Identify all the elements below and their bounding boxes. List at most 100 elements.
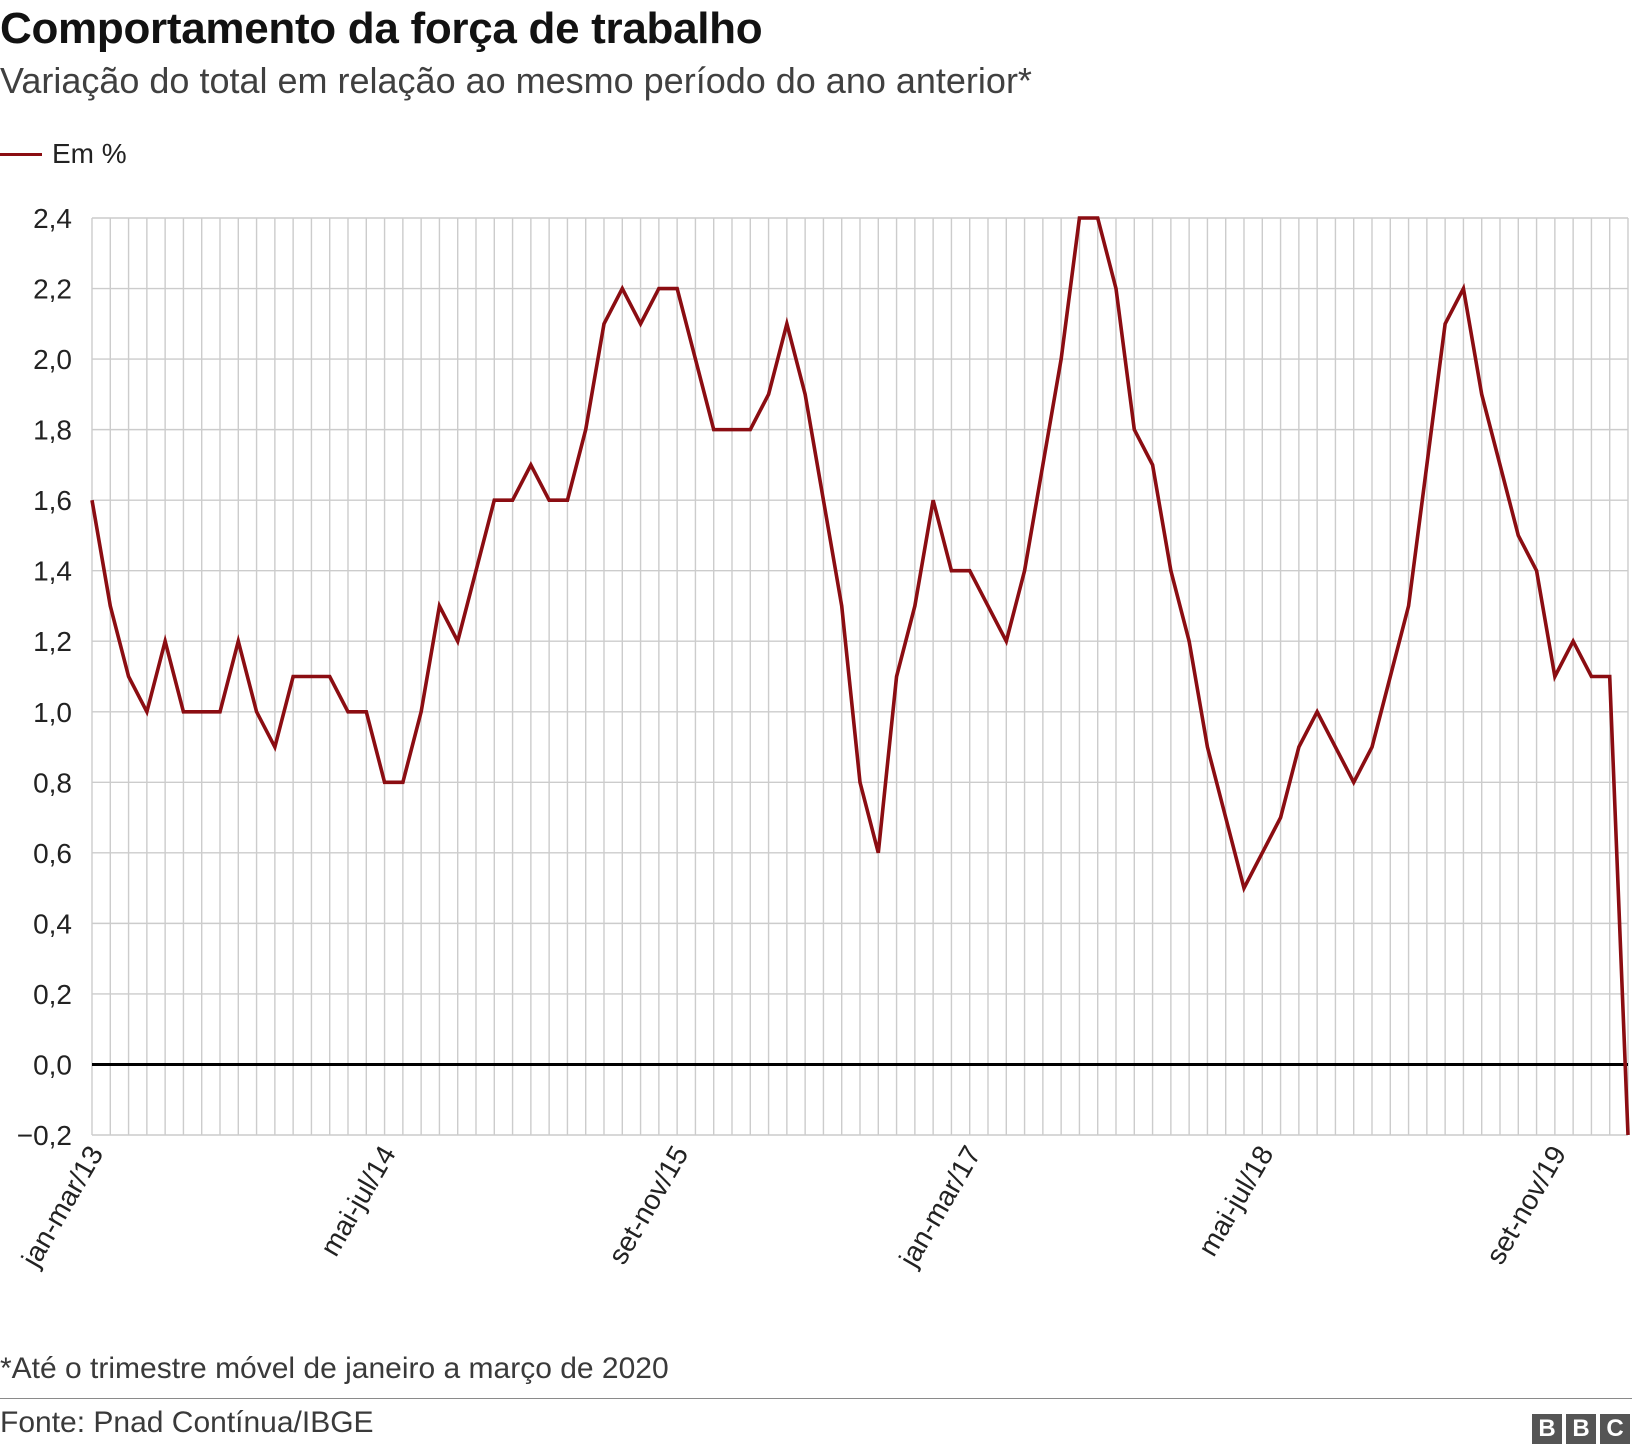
data-point	[639, 322, 643, 326]
data-point	[127, 675, 131, 679]
data-point	[163, 639, 167, 643]
data-point	[1169, 569, 1173, 573]
data-point	[1425, 463, 1429, 467]
data-point	[200, 710, 204, 714]
data-point	[968, 569, 972, 573]
data-point	[1260, 851, 1264, 855]
data-point	[584, 428, 588, 432]
chart-subtitle: Variação do total em relação ao mesmo pe…	[0, 60, 1032, 101]
bbc-logo: B B C	[1532, 1414, 1630, 1444]
data-point	[108, 604, 112, 608]
data-point	[1315, 710, 1319, 714]
y-tick-label: 0,0	[33, 1049, 72, 1080]
data-point	[1626, 1133, 1630, 1137]
data-point	[1132, 428, 1136, 432]
data-point	[1461, 287, 1465, 291]
data-point	[456, 639, 460, 643]
data-point	[693, 357, 697, 361]
y-tick-label: 0,2	[33, 979, 72, 1010]
data-point	[1151, 463, 1155, 467]
data-point	[1224, 816, 1228, 820]
data-point	[1498, 463, 1502, 467]
data-point	[767, 392, 771, 396]
data-point	[1023, 569, 1027, 573]
data-point	[309, 675, 313, 679]
line-chart: −0,2 0,0 0,2 0,4 0,6 0,8 1,0 1,2 1,4 1,6 1,8 2,0 2,2…	[15, 203, 1630, 1273]
y-axis: −0,2 0,0 0,2 0,4 0,6 0,8 1,0 1,2 1,4 1,6 1,8 2,0 2,2…	[17, 203, 72, 1151]
y-tick-label: 1,0	[33, 697, 72, 728]
y-tick-label: 0,6	[33, 838, 72, 869]
x-tick-label: mai-jul/18	[1192, 1141, 1280, 1262]
data-point	[511, 498, 515, 502]
data-point	[474, 569, 478, 573]
data-point	[437, 604, 441, 608]
x-tick-label: jan-mar/13	[15, 1141, 109, 1273]
data-point	[785, 322, 789, 326]
data-point	[236, 639, 240, 643]
legend-label: Em %	[52, 138, 127, 169]
legend-line-swatch	[0, 152, 42, 156]
bbc-logo-letter: B	[1532, 1414, 1562, 1444]
data-point	[401, 780, 405, 784]
data-point	[273, 745, 277, 749]
data-point	[858, 780, 862, 784]
data-point	[748, 428, 752, 432]
chart-title: Comportamento da força de trabalho	[0, 4, 763, 53]
data-point	[547, 498, 551, 502]
y-tick-label: 1,2	[33, 626, 72, 657]
bbc-logo-letter: C	[1600, 1414, 1630, 1444]
data-point	[1553, 675, 1557, 679]
data-point	[840, 604, 844, 608]
data-point	[913, 604, 917, 608]
data-point	[1114, 287, 1118, 291]
x-tick-label: mai-jul/14	[314, 1141, 402, 1262]
data-point	[876, 851, 880, 855]
y-tick-label: 1,8	[33, 415, 72, 446]
data-point	[1589, 675, 1593, 679]
data-point	[1187, 639, 1191, 643]
data-point	[620, 287, 624, 291]
data-point	[1096, 216, 1100, 220]
footnote: *Até o trimestre móvel de janeiro a març…	[0, 1352, 669, 1385]
x-tick-label: set-nov/19	[1480, 1141, 1572, 1270]
y-tick-label: 2,0	[33, 344, 72, 375]
data-point	[181, 710, 185, 714]
data-point	[1407, 604, 1411, 608]
data-point	[1297, 745, 1301, 749]
series-line	[90, 216, 1630, 1136]
series-group	[90, 216, 1630, 1137]
data-point	[1443, 322, 1447, 326]
y-tick-label: 1,4	[33, 556, 72, 587]
data-point	[218, 710, 222, 714]
data-point	[931, 498, 935, 502]
data-point	[1205, 745, 1209, 749]
data-point	[1041, 463, 1045, 467]
footer-divider	[0, 1398, 1632, 1399]
x-tick-label: jan-mar/17	[893, 1141, 987, 1273]
legend: Em %	[0, 134, 127, 174]
data-point	[346, 710, 350, 714]
data-point	[1608, 675, 1612, 679]
data-point	[821, 498, 825, 502]
data-point	[730, 428, 734, 432]
data-point	[1077, 216, 1081, 220]
y-tick-label: 0,8	[33, 767, 72, 798]
data-point	[602, 322, 606, 326]
y-tick-label: 2,2	[33, 274, 72, 305]
data-point	[1535, 569, 1539, 573]
data-point	[1370, 745, 1374, 749]
data-point	[328, 675, 332, 679]
data-point	[1004, 639, 1008, 643]
data-point	[1059, 357, 1063, 361]
data-point	[712, 428, 716, 432]
data-point	[90, 498, 94, 502]
y-tick-label: 2,4	[33, 203, 72, 234]
data-point	[803, 392, 807, 396]
y-tick-label: −0,2	[17, 1120, 72, 1151]
data-point	[565, 498, 569, 502]
data-point	[492, 498, 496, 502]
y-tick-label: 1,6	[33, 485, 72, 516]
data-point	[1480, 392, 1484, 396]
data-point	[419, 710, 423, 714]
data-point	[1352, 780, 1356, 784]
